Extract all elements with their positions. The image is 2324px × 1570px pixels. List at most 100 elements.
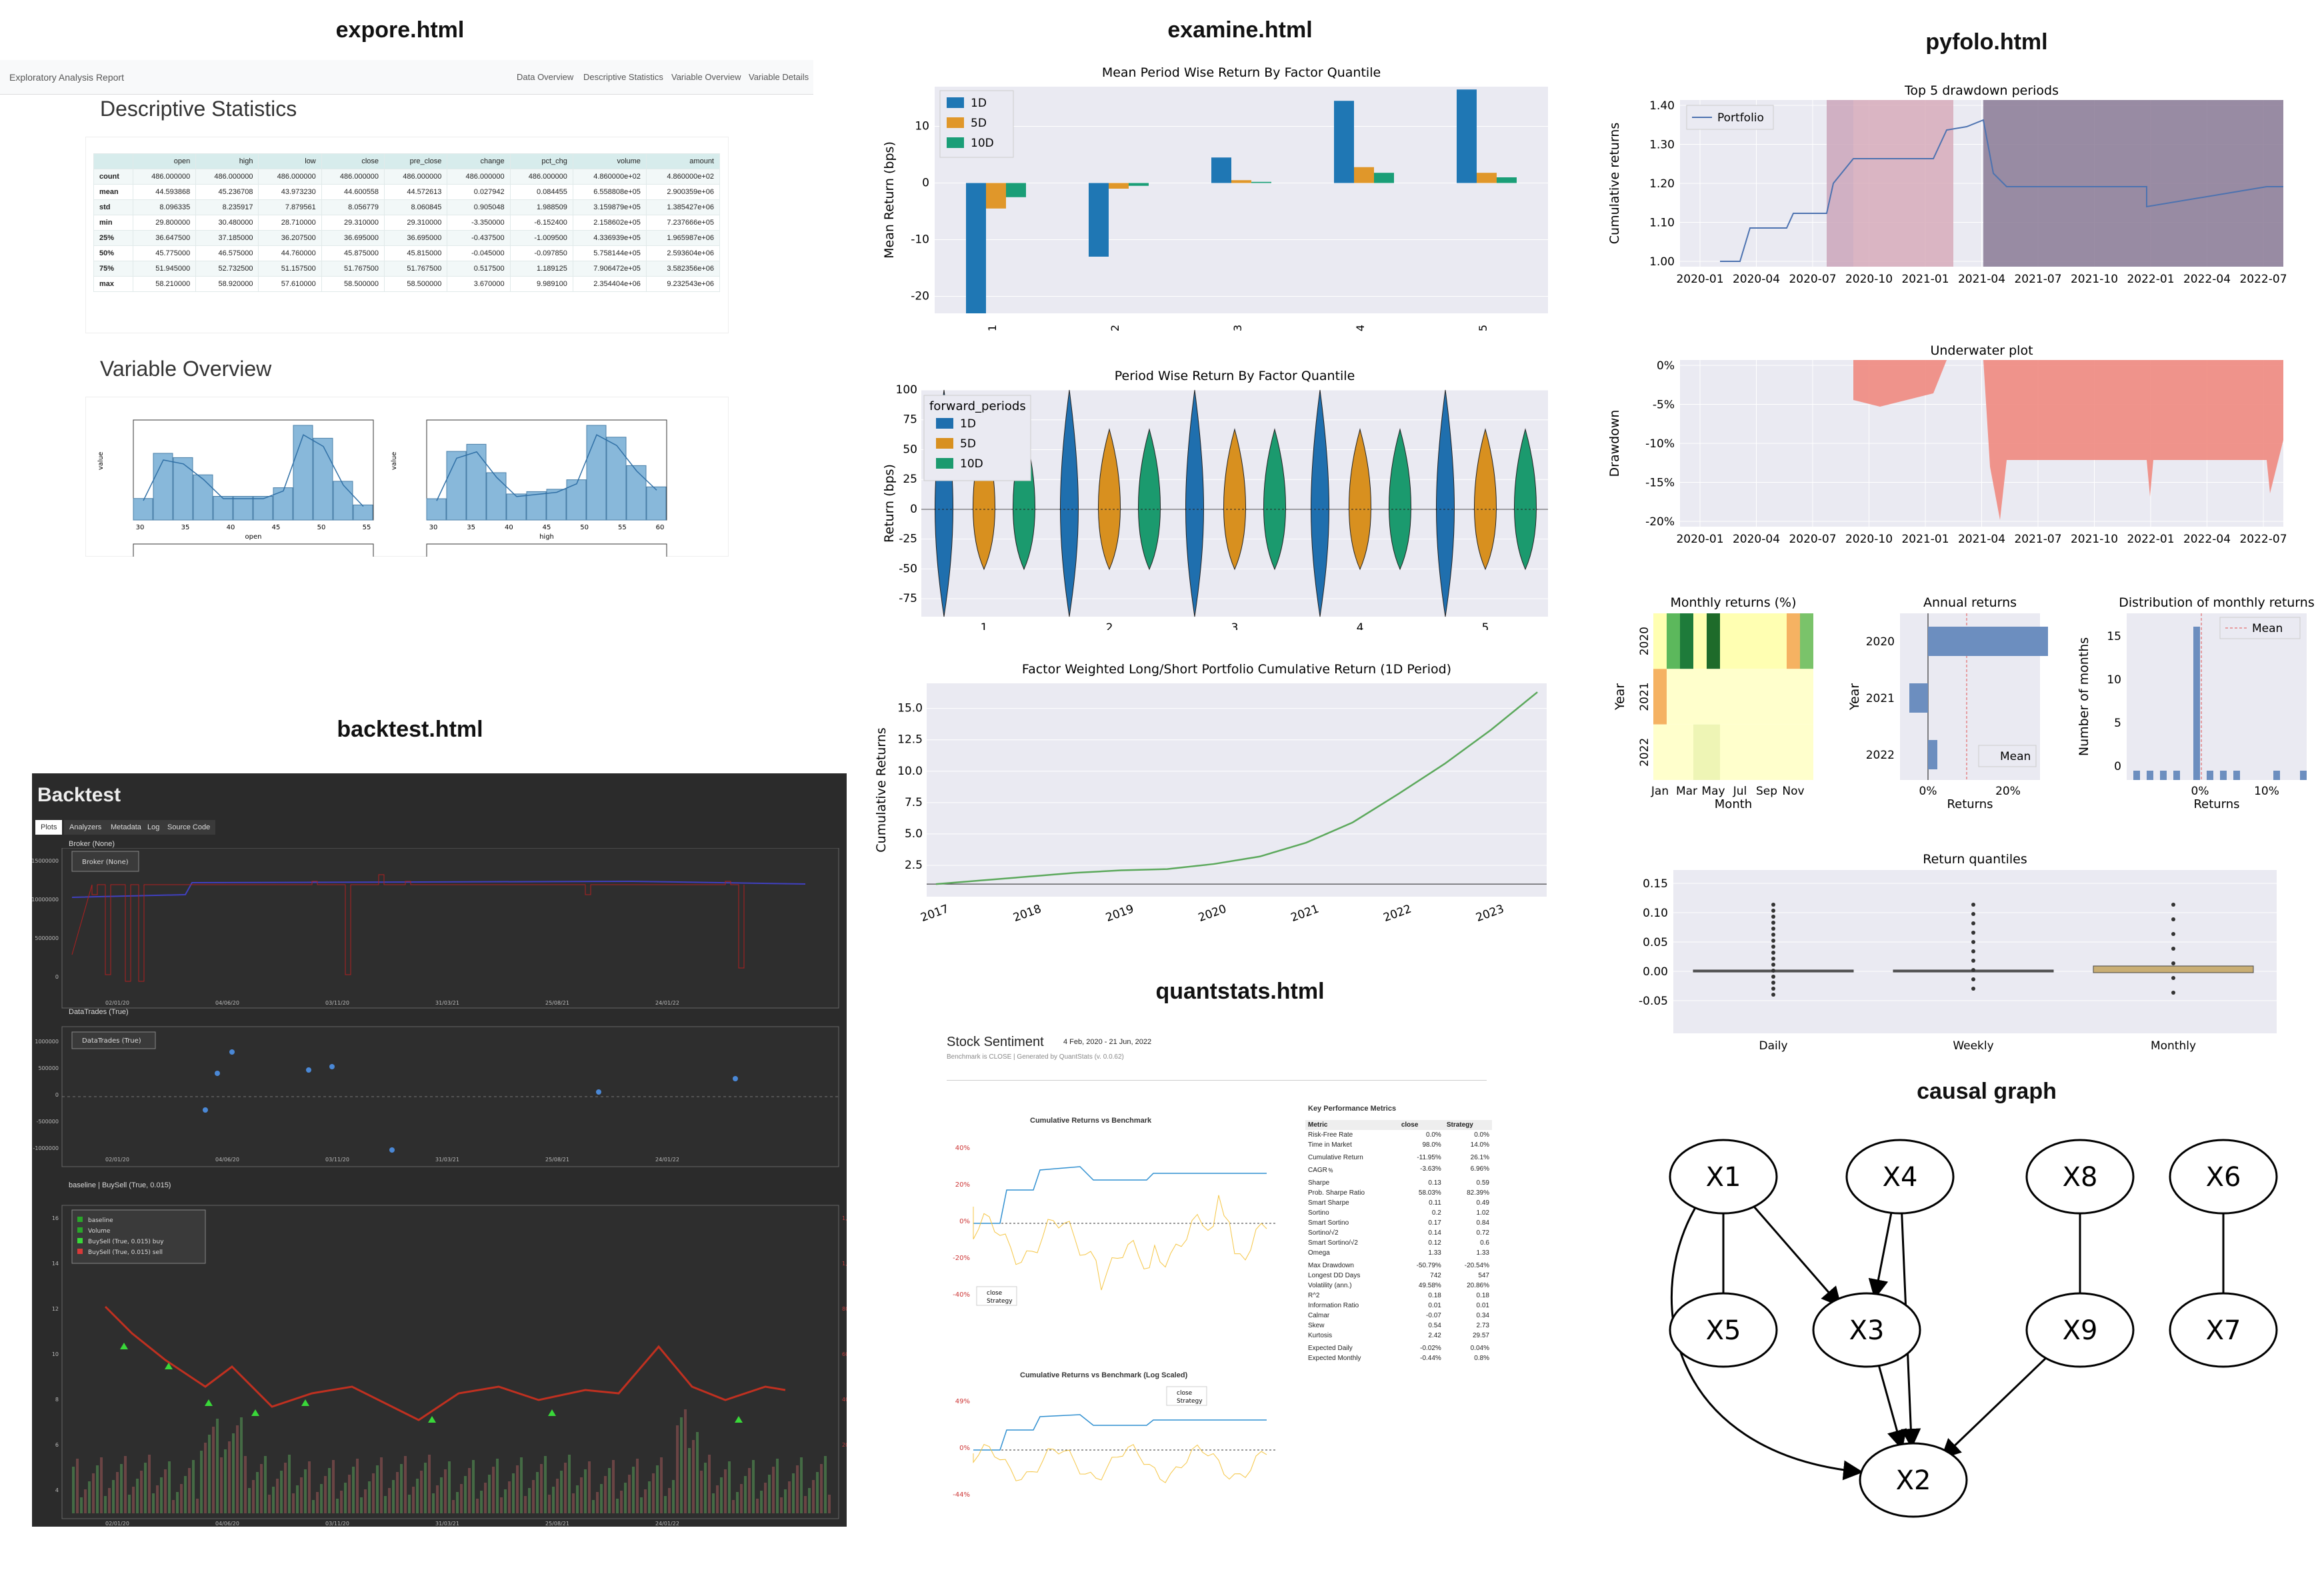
y-tick: 0 [910, 503, 917, 516]
x-tick: 2020-04 [1733, 533, 1780, 546]
volume-bar [800, 1457, 803, 1513]
volume-bar [720, 1477, 723, 1513]
buy-marker [251, 1409, 259, 1416]
table-cell: 4.860000e+02 [572, 169, 647, 185]
tab-source-code[interactable]: Source Code [162, 820, 216, 835]
datatrades-chart[interactable]: 1000000 500000 0 -500000 -1000000 DataTrades … [32, 1013, 847, 1187]
y-tick: 50 [903, 443, 917, 456]
kpi-cell: Smart Sortino [1308, 1219, 1349, 1227]
tick-label: 55 [618, 524, 627, 531]
x-tick: 2017 [919, 903, 950, 925]
volume-bar [424, 1463, 427, 1513]
x-tick: 2020-10 [1845, 533, 1893, 546]
tick-label: 50 [580, 524, 589, 531]
heatmap-cell [1720, 724, 1733, 780]
tab-metadata[interactable]: Metadata [105, 820, 147, 835]
volume-bar [812, 1480, 815, 1513]
kpi-cell: 0.17 [1428, 1219, 1441, 1227]
heatmap-cell [1707, 724, 1720, 780]
section-title-causal: causal graph [1917, 1079, 2057, 1104]
volume-bar [556, 1479, 559, 1513]
kpi-row: Smart Sortino/√2 0.12 0.6 [1305, 1238, 1492, 1248]
x-tick: Jul [1733, 785, 1747, 798]
volume-bar [204, 1443, 207, 1513]
volume-bar [792, 1473, 795, 1513]
nav-link-variable-overview[interactable]: Variable Overview [671, 72, 741, 82]
volume-bar [616, 1499, 619, 1513]
chart-title: Top 5 drawdown periods [1904, 83, 2059, 98]
x-tick: Mar [1676, 785, 1697, 798]
stats-col-header: amount [645, 153, 721, 169]
stats-col-header [93, 153, 133, 169]
volume-bar [684, 1409, 687, 1513]
y-axis-label: Drawdown [1607, 410, 1622, 477]
volume-bar [760, 1491, 763, 1513]
table-cell: count [93, 169, 133, 185]
hist-bar [193, 474, 213, 521]
table-cell: 75% [93, 261, 133, 277]
kpi-row: Volatility (ann.) 49.58% 20.86% [1305, 1281, 1492, 1291]
x-tick: 1 [981, 621, 988, 630]
volume-bar [692, 1440, 695, 1513]
kpi-row: Expected Daily -0.02% 0.04% [1305, 1343, 1492, 1353]
outlier-point [1771, 945, 1775, 949]
nav-link-descriptive-statistics[interactable]: Descriptive Statistics [583, 72, 663, 82]
x-tick: 2019 [1104, 903, 1135, 925]
tab-log[interactable]: Log [142, 820, 165, 835]
nav-link-variable-details[interactable]: Variable Details [749, 72, 809, 82]
qs-chart1-title: Cumulative Returns vs Benchmark [1030, 1117, 1152, 1125]
kpi-cell: Longest DD Days [1308, 1272, 1361, 1279]
volume-bar [124, 1456, 127, 1513]
table-cell: 9.232543e+06 [645, 276, 721, 292]
node-label: X1 [1706, 1162, 1741, 1193]
bar [1928, 740, 1937, 769]
volume-bar [320, 1484, 323, 1513]
trade-point [329, 1064, 335, 1069]
volume-bar [820, 1464, 823, 1513]
volume-bar [796, 1465, 799, 1513]
table-cell: 58.500000 [384, 276, 448, 292]
table-cell: -6.152400 [509, 215, 573, 231]
graph-node [1859, 1442, 1968, 1518]
x-tick: 3 [1231, 325, 1244, 331]
nav-link-data-overview[interactable]: Data Overview [517, 72, 574, 82]
price-volume-chart[interactable]: 16 14 12 10 8 6 4 1,200,000 1,000,000 800,000 600,… [32, 1187, 847, 1527]
volume-bar [288, 1455, 291, 1513]
outlier-point [1971, 940, 1975, 944]
x-tick: 0% [2191, 785, 2209, 798]
x-tick: Jan [1651, 785, 1669, 798]
node-label: X7 [2206, 1315, 2241, 1346]
y-tick: -25 [899, 533, 917, 546]
legend-swatch [77, 1249, 83, 1254]
table-row: min 29.800000 30.480000 28.710000 29.310000 2… [93, 215, 721, 231]
heatmap-cell [1693, 724, 1707, 780]
kpi-cell: Volatility (ann.) [1308, 1282, 1352, 1289]
outlier-point [1771, 963, 1775, 967]
x-tick: 5 [1477, 325, 1489, 331]
y-tick: 10000000 [32, 897, 59, 903]
kpi-row: R^2 0.18 0.18 [1305, 1291, 1492, 1301]
volume-bar [468, 1468, 471, 1513]
volume-bar [808, 1488, 811, 1513]
kpi-row: Risk-Free Rate 0.0% 0.0% [1305, 1130, 1492, 1140]
next-plot-frame [426, 543, 667, 557]
kpi-cell: Sharpe [1308, 1179, 1330, 1187]
y-tick: 0% [959, 1445, 970, 1452]
kpi-row: Sortino 0.2 1.02 [1305, 1208, 1492, 1218]
tab-plots[interactable]: Plots [35, 820, 63, 835]
table-cell: 1.189125 [509, 261, 573, 277]
y-tick: 4 [55, 1487, 59, 1493]
volume-bar [284, 1463, 287, 1513]
tab-analyzers[interactable]: Analyzers [64, 820, 107, 835]
kpi-cell: 0.11 [1429, 1199, 1441, 1207]
nav-brand[interactable]: Exploratory Analysis Report [9, 72, 124, 83]
kpi-cell: 2.73 [1476, 1322, 1489, 1329]
y-tick: 75 [903, 413, 917, 427]
kpi-cell: -50.79% [1416, 1262, 1441, 1269]
table-cell: 28.710000 [258, 215, 322, 231]
volume-bar [212, 1427, 215, 1513]
volume-bar [232, 1433, 235, 1513]
hist-bar [173, 457, 193, 521]
buy-marker [120, 1343, 128, 1349]
